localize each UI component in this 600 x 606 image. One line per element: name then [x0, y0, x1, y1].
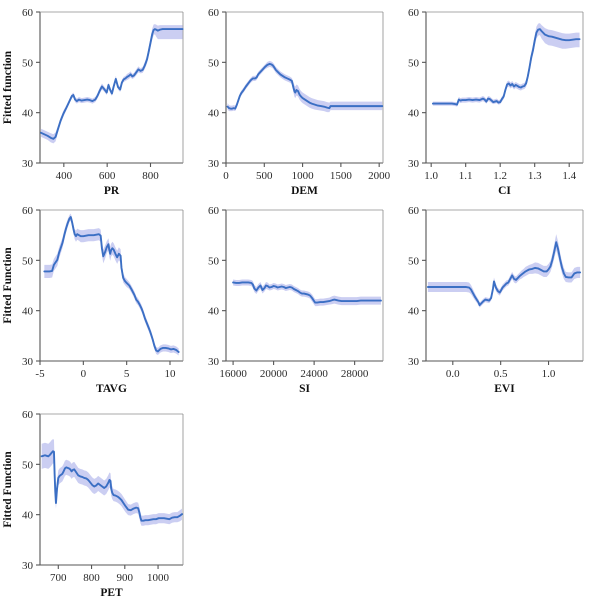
x-tick-label: 5 [124, 368, 130, 380]
x-tick-label: -5 [35, 368, 45, 380]
panel-dem: 30 40 50 60 0 500 1000 1500 2000 DEM [200, 0, 396, 196]
confidence-band [427, 234, 581, 308]
panel-tavg: 30 40 50 60 -5 0 5 10 TAVG Fitted Function [0, 198, 196, 398]
y-tick-label: 40 [408, 108, 420, 120]
x-axis-title: PR [104, 185, 120, 196]
y-tick-label: 40 [408, 306, 420, 318]
x-axis-title: TAVG [96, 383, 127, 395]
y-tick-label: 60 [208, 7, 220, 19]
x-tick-label: 0 [223, 170, 229, 182]
y-tick-label: 60 [208, 205, 220, 217]
y-axis-title: Fitted Function [2, 247, 14, 324]
axis-frame [226, 11, 384, 163]
y-tick-label: 30 [208, 158, 220, 170]
y-tick-label: 50 [208, 57, 220, 69]
panel-ci: 30 40 50 60 1.0 1.1 1.2 1.3 1.4 CI [400, 0, 596, 196]
x-tick-label: 0 [81, 368, 87, 380]
x-tick-label: 1.4 [562, 170, 576, 182]
x-tick-label: 1000 [147, 572, 170, 584]
axis-frame [40, 413, 184, 565]
axis-frame [40, 11, 184, 163]
y-tick-label: 30 [22, 560, 34, 572]
y-tick-label: 30 [408, 356, 420, 368]
axis-frame [426, 11, 584, 163]
y-tick-label: 60 [408, 205, 420, 217]
x-axis-title: CI [498, 185, 511, 196]
x-tick-label: 2000 [368, 170, 391, 182]
y-tick-label: 60 [408, 7, 420, 19]
y-tick-label: 60 [22, 409, 34, 421]
axis-frame [226, 209, 384, 361]
x-tick-label: 900 [117, 572, 134, 584]
axis-frame [426, 209, 584, 361]
x-axis-title: SI [299, 383, 310, 395]
confidence-band [41, 439, 182, 526]
x-tick-label: 400 [56, 170, 73, 182]
panel-si: 30 40 50 60 16000 20000 24000 28000 SI [200, 198, 396, 398]
confidence-band [432, 23, 580, 107]
y-tick-label: 50 [208, 255, 220, 267]
fitted-function-line [226, 62, 384, 110]
panel-evi: 30 40 50 60 0.0 0.5 1.0 EVI [400, 198, 596, 398]
y-tick-label: 50 [22, 57, 34, 69]
x-tick-label: 600 [99, 170, 116, 182]
fitted-function-line [426, 241, 582, 307]
confidence-band [227, 60, 383, 113]
fitted-function-line [431, 28, 581, 106]
x-axis-title: EVI [494, 383, 515, 395]
x-tick-label: 0.5 [494, 368, 508, 380]
x-tick-label: 1.1 [459, 170, 473, 182]
fitted-function-line [40, 28, 184, 140]
x-axis-title: DEM [291, 185, 318, 196]
confidence-band [233, 279, 381, 307]
axis-spine [39, 210, 183, 362]
x-tick-label: 16000 [219, 368, 247, 380]
y-axis-title: Fitted function [2, 50, 14, 124]
x-tick-label: 700 [50, 572, 67, 584]
x-tick-label: 500 [256, 170, 273, 182]
y-tick-label: 30 [22, 158, 34, 170]
y-tick-label: 50 [22, 459, 34, 471]
x-tick-label: 1.0 [542, 368, 556, 380]
panel-pr: 30 40 50 60 400 600 800 PR Fitted function [0, 0, 196, 196]
x-tick-label: 24000 [300, 368, 328, 380]
fitted-function-line [43, 216, 180, 353]
y-tick-label: 30 [408, 158, 420, 170]
y-tick-label: 40 [208, 108, 220, 120]
y-tick-label: 60 [22, 205, 34, 217]
fitted-function-line [232, 281, 382, 304]
panel-pet: 30 40 50 60 700 800 900 1000 PET Fitted Function [0, 402, 196, 602]
y-tick-label: 50 [408, 57, 420, 69]
y-tick-label: 40 [208, 306, 220, 318]
x-tick-label: 1.0 [424, 170, 438, 182]
y-tick-label: 40 [22, 108, 34, 120]
x-tick-label: 10 [165, 368, 177, 380]
x-tick-label: 1500 [330, 170, 353, 182]
x-tick-label: 800 [83, 572, 100, 584]
y-tick-label: 30 [22, 356, 34, 368]
y-axis-title: Fitted Function [2, 451, 14, 528]
fitted-function-line [40, 450, 183, 522]
y-tick-label: 40 [22, 306, 34, 318]
y-tick-label: 40 [22, 510, 34, 522]
axis-spine [225, 12, 383, 164]
x-tick-label: 1.3 [528, 170, 542, 182]
x-tick-label: 1.2 [493, 170, 507, 182]
x-axis-title: PET [100, 587, 123, 599]
y-tick-label: 60 [22, 7, 34, 19]
x-tick-label: 1000 [292, 170, 315, 182]
axis-frame [40, 209, 184, 361]
x-tick-label: 20000 [260, 368, 288, 380]
x-tick-label: 800 [142, 170, 159, 182]
y-tick-label: 50 [22, 255, 34, 267]
confidence-band [41, 24, 183, 144]
x-tick-label: 0.0 [446, 368, 460, 380]
y-tick-label: 30 [208, 356, 220, 368]
y-tick-label: 50 [408, 255, 420, 267]
x-tick-label: 28000 [341, 368, 369, 380]
